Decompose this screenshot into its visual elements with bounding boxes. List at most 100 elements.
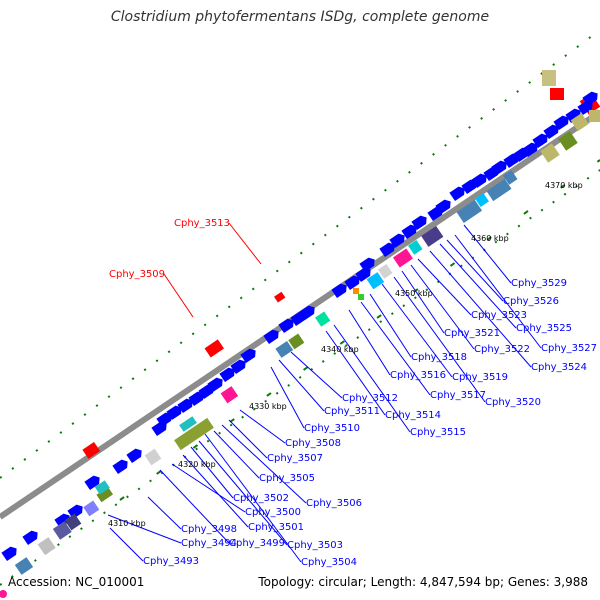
cds-lightgray-3517[interactable] [378,264,393,279]
cds-arrow[interactable] [156,410,174,428]
gene-label[interactable]: Cphy_3510 [304,423,360,434]
cds-arrow[interactable] [219,365,237,383]
gene-label[interactable]: Cphy_3500 [245,507,301,518]
cds-arrow[interactable] [67,502,85,520]
cds-cphy-3513[interactable] [274,291,286,303]
gene-label[interactable]: Cphy_3527 [541,343,597,354]
cds-arrow[interactable] [401,222,419,240]
cds-slate-1[interactable] [52,521,72,540]
gene-label[interactable]: Cphy_3513 [174,218,230,229]
cds-magenta-left[interactable] [0,590,7,598]
cds-green-small[interactable] [358,294,364,300]
gene-label[interactable]: Cphy_3507 [267,453,323,464]
gene-label[interactable]: Cphy_3512 [342,393,398,404]
gene-label[interactable]: Cphy_3522 [474,344,530,355]
cds-cyan-3519[interactable] [408,240,423,255]
cds-khaki-1[interactable] [540,143,560,163]
cds-purple-3494[interactable] [83,500,100,517]
cds-arrow[interactable] [54,511,72,529]
cds-olive-1[interactable] [96,486,114,503]
cds-arrow[interactable] [565,106,583,124]
cds-arrow[interactable] [522,140,540,158]
cds-steel-3523[interactable] [456,199,483,223]
cds-arrow[interactable] [379,240,397,258]
cds-arrow[interactable] [359,255,377,273]
cds-lightgray-3505[interactable] [144,448,162,466]
gene-label[interactable]: Cphy_3524 [531,362,587,373]
gene-label[interactable]: Cphy_3509 [109,269,165,280]
gene-label[interactable]: Cphy_3529 [511,278,567,289]
cds-arrow[interactable] [278,316,296,334]
gene-label[interactable]: Cphy_3501 [248,522,304,533]
cds-steel-left[interactable] [14,557,34,575]
cds-arrow[interactable] [263,327,281,345]
cds-arrow[interactable] [188,389,206,407]
gene-label[interactable]: Cphy_3504 [301,557,357,568]
gene-label[interactable]: Cphy_3493 [143,556,199,567]
cds-arrow[interactable] [532,131,550,149]
cds-red-outer-right[interactable] [550,88,564,100]
gene-label[interactable]: Cphy_3503 [287,540,343,551]
cds-magenta-3518[interactable] [393,248,413,268]
cds-cphy-3509[interactable] [204,339,224,358]
cds-gray-3498[interactable] [37,537,56,556]
gene-label[interactable]: Cphy_3525 [516,323,572,334]
cds-olive-3[interactable] [558,131,578,151]
gene-label[interactable]: Cphy_3515 [410,427,466,438]
cds-arrow[interactable] [126,446,144,464]
cds-magenta-3508[interactable] [220,386,239,404]
cds-arrow[interactable] [344,273,362,291]
cds-arrow[interactable] [543,122,561,140]
gene-label[interactable]: Cphy_3498 [181,524,237,535]
cds-arrow[interactable] [461,177,479,195]
cds-arrow[interactable] [355,265,373,283]
cds-olive-2[interactable] [174,417,214,451]
gene-label[interactable]: Cphy_3502 [233,493,289,504]
gene-label[interactable]: Cphy_3516 [390,370,446,381]
cds-arrow[interactable] [177,396,195,414]
cds-arrow[interactable] [84,473,102,491]
gene-label[interactable]: Cphy_3517 [430,390,486,401]
cds-olive-3511[interactable] [288,333,305,350]
cds-cyan-1[interactable] [94,480,110,495]
cds-arrow[interactable] [471,171,489,189]
cds-arrow[interactable] [166,403,184,421]
cds-arrow[interactable] [331,281,349,299]
cds-slate-3521[interactable] [421,225,444,247]
gene-label[interactable]: Cphy_3511 [324,406,380,417]
cds-arrow[interactable] [112,457,130,475]
cds-arrow[interactable] [230,357,248,375]
gene-label[interactable]: Cphy_3499 [229,538,285,549]
cds-arrow[interactable] [299,303,317,321]
cds-cyan-3516[interactable] [366,272,385,290]
cds-orange[interactable] [353,288,359,294]
cds-arrow[interactable] [207,375,225,393]
cds-arrow[interactable] [411,213,429,231]
gene-label[interactable]: Cphy_3523 [471,310,527,321]
cds-cyan-2[interactable] [179,416,197,432]
cds-arrow[interactable] [22,528,40,546]
gene-label[interactable]: Cphy_3494 [181,538,237,549]
cds-steel-3510[interactable] [275,340,294,358]
gene-label[interactable]: Cphy_3514 [385,410,441,421]
cds-red-outer-left[interactable] [82,441,101,459]
gene-label[interactable]: Cphy_3519 [452,372,508,383]
cds-aquamarine-3512[interactable] [315,311,331,327]
cds-arrow[interactable] [240,346,258,364]
gene-label[interactable]: Cphy_3508 [285,438,341,449]
cds-khaki-3[interactable] [589,110,600,122]
cds-slate-2[interactable] [64,513,82,531]
cds-arrow[interactable] [553,113,571,131]
cds-cyan-3524[interactable] [475,193,489,207]
gene-label[interactable]: Cphy_3521 [444,328,500,339]
gene-label[interactable]: Cphy_3520 [485,397,541,408]
cds-arrow[interactable] [1,544,19,562]
gene-label[interactable]: Cphy_3505 [259,473,315,484]
gene-label[interactable]: Cphy_3526 [503,296,559,307]
cds-arrow[interactable] [503,151,521,169]
gene-label[interactable]: Cphy_3518 [411,352,467,363]
cds-arrow[interactable] [198,382,216,400]
cds-arrow[interactable] [491,158,509,176]
cds-khaki-outer[interactable] [542,70,556,86]
cds-khaki-2[interactable] [570,113,589,132]
